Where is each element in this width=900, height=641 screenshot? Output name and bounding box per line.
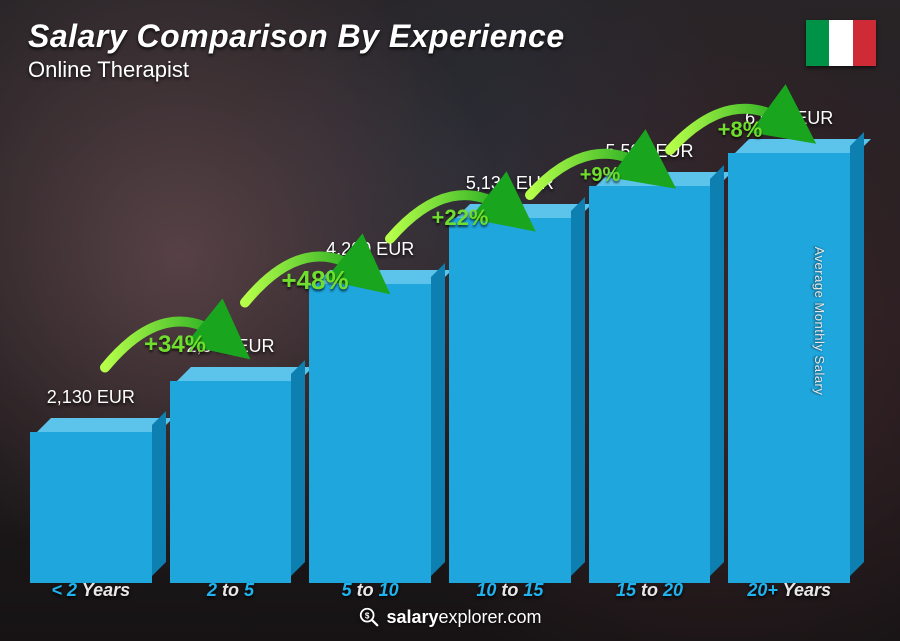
magnifier-dollar-icon: $ xyxy=(358,606,380,628)
growth-arrow: +48% xyxy=(235,235,395,325)
growth-arrow: +22% xyxy=(380,175,540,260)
country-flag-italy xyxy=(806,20,876,66)
footer: $ salaryexplorer.com xyxy=(0,606,900,633)
x-axis-label: < 2 Years xyxy=(30,580,152,601)
x-axis-label: 15 to 20 xyxy=(589,580,711,601)
flag-stripe xyxy=(806,20,829,66)
page-subtitle: Online Therapist xyxy=(28,57,565,83)
bar-side-face xyxy=(850,132,864,576)
bar-side-face xyxy=(571,197,585,576)
bar-front-face xyxy=(589,186,711,583)
brand-text: salaryexplorer.com xyxy=(386,607,541,628)
growth-percent: +48% xyxy=(281,265,348,296)
flag-stripe xyxy=(829,20,852,66)
growth-percent: +8% xyxy=(718,117,763,143)
bar-column: 2,130 EUR xyxy=(30,387,152,569)
bar-side-face xyxy=(710,165,724,576)
x-axis-label: 20+ Years xyxy=(728,580,850,601)
bar-side-face xyxy=(431,263,445,576)
x-axis-label: 5 to 10 xyxy=(309,580,431,601)
header: Salary Comparison By Experience Online T… xyxy=(28,18,565,83)
x-axis-label: 10 to 15 xyxy=(449,580,571,601)
infographic-stage: Salary Comparison By Experience Online T… xyxy=(0,0,900,641)
bar-front-face xyxy=(30,432,152,583)
bar xyxy=(589,172,711,569)
bar xyxy=(728,139,850,569)
growth-percent: +22% xyxy=(432,205,489,231)
bar-side-face xyxy=(291,360,305,576)
flag-stripe xyxy=(853,20,876,66)
growth-arrow: +8% xyxy=(660,90,820,170)
x-axis: < 2 Years 2 to 5 5 to 10 10 to 15 15 to 20 20… xyxy=(30,580,850,601)
growth-percent: +34% xyxy=(144,331,206,359)
page-title: Salary Comparison By Experience xyxy=(28,18,565,55)
bar-front-face xyxy=(309,284,431,583)
brand-logo: $ salaryexplorer.com xyxy=(358,606,541,628)
growth-arrow: +9% xyxy=(520,135,680,215)
bar xyxy=(30,418,152,569)
growth-arrow: +34% xyxy=(95,300,255,390)
bar-front-face xyxy=(728,153,850,583)
x-axis-label: 2 to 5 xyxy=(170,580,292,601)
svg-text:$: $ xyxy=(365,611,370,620)
bar-front-face xyxy=(170,381,292,583)
y-axis-label: Average Monthly Salary xyxy=(812,246,827,395)
bar-side-face xyxy=(152,411,166,576)
growth-percent: +9% xyxy=(580,164,621,187)
bar xyxy=(170,367,292,569)
bar-column: 6,050 EUR xyxy=(728,108,850,569)
bar-front-face xyxy=(449,218,571,583)
bar-value-label: 2,130 EUR xyxy=(47,387,135,408)
